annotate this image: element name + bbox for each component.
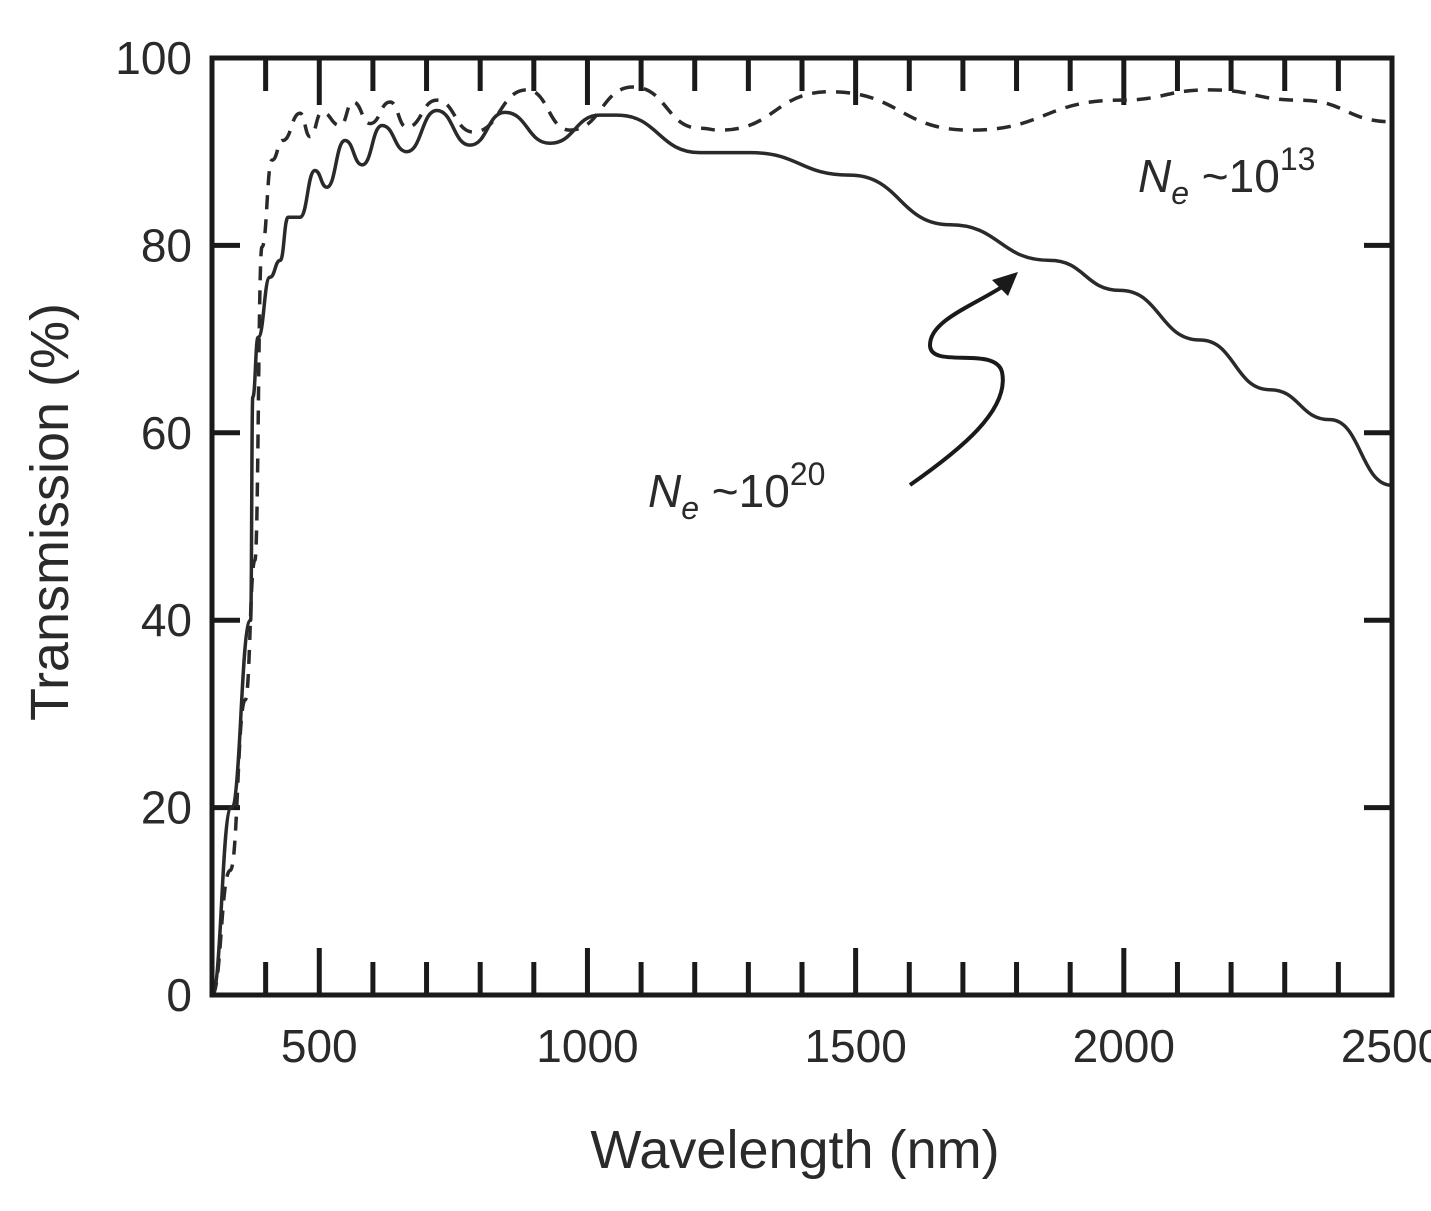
x-axis-label: Wavelength (nm) — [590, 1120, 999, 1180]
y-tick-label: 60 — [141, 407, 192, 459]
y-axis-label: Transmission (%) — [20, 303, 80, 721]
ticks — [212, 58, 1392, 995]
y-tick-label: 80 — [141, 219, 192, 271]
series-line-ne20 — [210, 108, 1393, 997]
x-tick-label: 2500 — [1341, 1020, 1431, 1072]
y-tick-label: 0 — [166, 969, 192, 1021]
annotation-ne13: Ne ~1013 — [1138, 141, 1315, 211]
y-tick-label: 100 — [115, 32, 192, 84]
series-lines — [210, 85, 1393, 997]
arrow-head-icon — [992, 272, 1018, 296]
annotation-ne20: Ne ~1020 — [648, 456, 825, 526]
x-tick-label: 1500 — [804, 1020, 906, 1072]
series-line-ne13 — [210, 85, 1393, 997]
tick-labels: 500 1000 1500 2000 2500 0 20 40 60 80 100 — [115, 32, 1431, 1072]
x-tick-label: 1000 — [536, 1020, 638, 1072]
x-tick-label: 2000 — [1073, 1020, 1175, 1072]
x-tick-label: 500 — [281, 1020, 358, 1072]
y-tick-label: 20 — [141, 782, 192, 834]
plot-frame — [209, 55, 1395, 998]
annotation-arrow — [908, 272, 1018, 487]
y-tick-label: 40 — [141, 594, 192, 646]
